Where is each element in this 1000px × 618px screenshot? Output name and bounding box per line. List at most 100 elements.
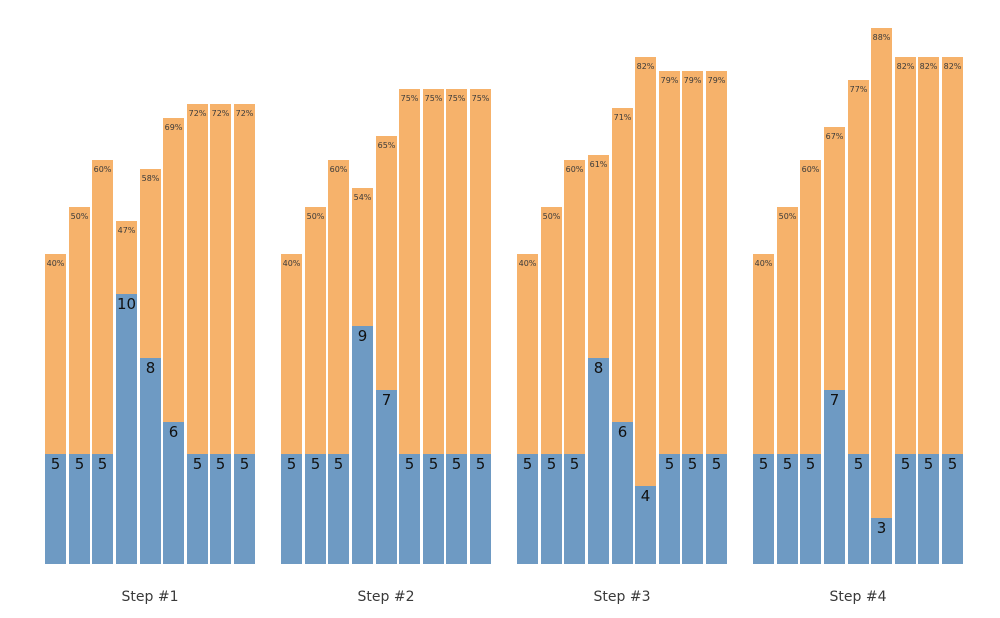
stacked-bar: 65% 7 (376, 136, 397, 564)
bar-segment-blue (328, 454, 349, 564)
bar-segment-blue (69, 454, 90, 564)
bar-segment-blue (682, 454, 703, 564)
bar-percent-label: 75% (424, 94, 443, 103)
bar-value-label: 9 (357, 327, 368, 345)
stacked-bar: 75% 5 (399, 89, 420, 564)
bar-value-label: 5 (451, 455, 462, 473)
stacked-bar: 75% 5 (470, 89, 491, 564)
stacked-bar: 88% 3 (871, 28, 892, 564)
bar-value-label: 5 (805, 455, 816, 473)
bar-value-label: 3 (876, 519, 887, 537)
bar-percent-label: 60% (801, 165, 820, 174)
bar-percent-label: 54% (353, 193, 372, 202)
bar-segment-blue (871, 518, 892, 564)
stacked-bar: 77% 5 (848, 80, 869, 564)
bar-segment-blue (706, 454, 727, 564)
bar-value-label: 5 (900, 455, 911, 473)
bar-percent-label: 79% (660, 76, 679, 85)
stacked-bar: 40% 5 (281, 254, 302, 564)
bar-percent-label: 88% (872, 33, 891, 42)
stacked-bar: 71% 6 (612, 108, 633, 564)
bar-segment-blue (800, 454, 821, 564)
bar-segment-blue (281, 454, 302, 564)
bar-value-label: 5 (74, 455, 85, 473)
bar-segment-orange (423, 89, 444, 564)
bar-segment-blue (376, 390, 397, 564)
bar-percent-label: 75% (400, 94, 419, 103)
bar-value-label: 4 (640, 487, 651, 505)
stacked-bar: 79% 5 (706, 71, 727, 564)
bar-percent-label: 65% (377, 141, 396, 150)
bar-percent-label: 50% (306, 212, 325, 221)
bar-value-label: 5 (50, 455, 61, 473)
stacked-bar: 72% 5 (234, 104, 255, 564)
bar-percent-label: 72% (188, 109, 207, 118)
bar-segment-blue (140, 358, 161, 564)
stacked-bar: 79% 5 (682, 71, 703, 564)
bar-value-label: 8 (145, 359, 156, 377)
bar-segment-orange (848, 80, 869, 564)
bar-segment-orange (895, 57, 916, 564)
bar-segment-blue (848, 454, 869, 564)
bar-value-label: 5 (286, 455, 297, 473)
bar-segment-blue (305, 454, 326, 564)
bar-percent-label: 82% (636, 62, 655, 71)
bar-segment-blue (753, 454, 774, 564)
stacked-bar: 75% 5 (423, 89, 444, 564)
bar-segment-blue (446, 454, 467, 564)
bar-value-label: 6 (617, 423, 628, 441)
bar-segment-blue (187, 454, 208, 564)
stacked-bar: 72% 5 (210, 104, 231, 564)
bar-percent-label: 75% (447, 94, 466, 103)
stacked-bar: 67% 7 (824, 127, 845, 564)
bar-percent-label: 82% (896, 62, 915, 71)
bar-segment-blue (824, 390, 845, 564)
stacked-bar: 54% 9 (352, 188, 373, 564)
bar-segment-blue (659, 454, 680, 564)
bar-percent-label: 60% (329, 165, 348, 174)
bar-segment-orange (942, 57, 963, 564)
bar-value-label: 5 (923, 455, 934, 473)
bar-value-label: 8 (593, 359, 604, 377)
bar-segment-blue (895, 454, 916, 564)
stacked-bar: 69% 6 (163, 118, 184, 564)
stacked-bar: 47% 10 (116, 221, 137, 564)
bar-percent-label: 40% (282, 259, 301, 268)
bar-percent-label: 60% (93, 165, 112, 174)
bar-value-label: 5 (569, 455, 580, 473)
bar-percent-label: 75% (471, 94, 490, 103)
bar-segment-blue (423, 454, 444, 564)
bar-value-label: 5 (758, 455, 769, 473)
bar-percent-label: 50% (542, 212, 561, 221)
bar-value-label: 5 (664, 455, 675, 473)
stacked-bar: 40% 5 (753, 254, 774, 564)
stacked-bar: 50% 5 (777, 207, 798, 564)
stacked-bar: 60% 5 (328, 160, 349, 564)
bar-segment-blue (210, 454, 231, 564)
bar-segment-orange (399, 89, 420, 564)
bar-segment-blue (116, 294, 137, 564)
bar-segment-orange (706, 71, 727, 564)
bar-segment-blue (470, 454, 491, 564)
bar-percent-label: 40% (518, 259, 537, 268)
stacked-bar: 79% 5 (659, 71, 680, 564)
bar-percent-label: 72% (211, 109, 230, 118)
bar-segment-blue (918, 454, 939, 564)
group-label: Step #4 (829, 589, 887, 605)
bar-segment-blue (234, 454, 255, 564)
bar-value-label: 5 (97, 455, 108, 473)
bar-value-label: 5 (947, 455, 958, 473)
bar-value-label: 5 (333, 455, 344, 473)
bar-segment-orange (635, 57, 656, 564)
bar-percent-label: 61% (589, 160, 608, 169)
stacked-bar: 60% 5 (564, 160, 585, 564)
bar-value-label: 5 (522, 455, 533, 473)
bar-segment-blue (45, 454, 66, 564)
bar-value-label: 5 (475, 455, 486, 473)
bar-value-label: 10 (116, 295, 137, 313)
bar-percent-label: 71% (613, 113, 632, 122)
bar-percent-label: 50% (778, 212, 797, 221)
bar-segment-blue (777, 454, 798, 564)
group-label: Step #3 (593, 589, 651, 605)
bar-percent-label: 40% (754, 259, 773, 268)
